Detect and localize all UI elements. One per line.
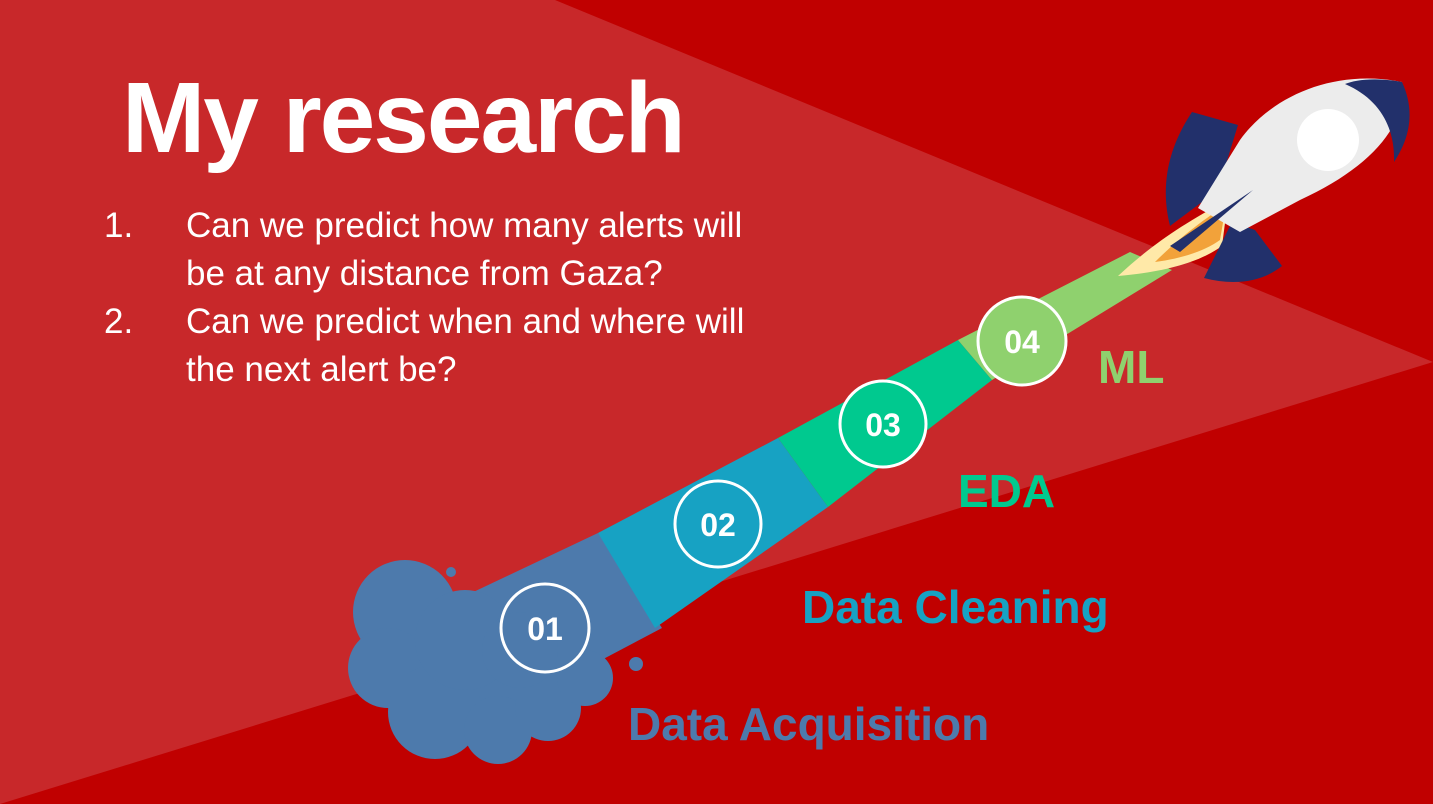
step-circle-01: 01	[499, 582, 591, 674]
question-number: 2.	[104, 302, 134, 341]
rocket-icon	[1118, 78, 1410, 282]
step-circle-04: 04	[976, 295, 1068, 387]
step-number-02: 02	[700, 507, 736, 543]
research-questions: 1. Can we predict how many alerts will b…	[104, 202, 784, 394]
stage-label-data-acquisition: Data Acquisition	[628, 698, 990, 750]
stage-label-eda: EDA	[958, 465, 1056, 517]
step-number-03: 03	[865, 407, 901, 443]
question-item: 1. Can we predict how many alerts will b…	[104, 202, 784, 298]
trail-segment-02	[598, 438, 828, 628]
question-number: 1.	[104, 206, 134, 245]
stage-label-ml: ML	[1098, 341, 1165, 393]
step-number-04: 04	[1004, 324, 1040, 360]
question-item: 2. Can we predict when and where will th…	[104, 298, 784, 394]
step-number-01: 01	[527, 611, 563, 647]
smoke-cloud	[348, 560, 643, 764]
step-circle-03: 03	[838, 379, 928, 469]
slide-title: My research	[122, 62, 686, 174]
question-text: Can we predict when and where will the n…	[186, 302, 745, 389]
stage-label-data-cleaning: Data Cleaning	[802, 581, 1109, 633]
step-circle-02: 02	[673, 479, 763, 569]
question-text: Can we predict how many alerts will be a…	[186, 206, 743, 293]
